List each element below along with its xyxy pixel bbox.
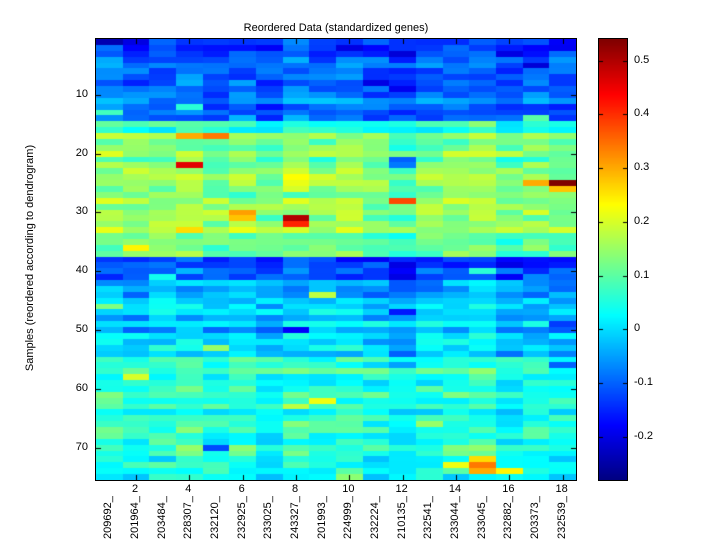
x-tick-label: 10 <box>342 483 355 495</box>
x-tick-label: 8 <box>291 483 299 495</box>
y-tick-label: 20 <box>75 146 88 159</box>
y-tick-label: 40 <box>75 264 88 277</box>
y-tick-label: 10 <box>75 87 88 100</box>
colorbar-tick-label: -0.2 <box>634 429 653 442</box>
gene-label: 209692_ <box>102 496 115 539</box>
y-axis-label: Samples (reordered according to dendrogr… <box>24 144 36 372</box>
gene-label: 243327_ <box>289 496 301 539</box>
x-tick-label: 6 <box>238 483 245 495</box>
chart-title: Reordered Data (standardized genes) <box>243 22 429 34</box>
x-tick-label: 4 <box>185 483 192 495</box>
colorbar-tick-label: -0.1 <box>634 376 653 389</box>
heatmap-canvas <box>95 38 577 481</box>
gene-label: 203484_ <box>155 496 168 539</box>
y-tick-label: 60 <box>75 381 88 394</box>
gene-label: 224999_ <box>342 496 355 539</box>
gene-label: 232882_ <box>502 496 515 539</box>
y-tick-label: 70 <box>75 440 88 453</box>
colorbar-tick-label: 0.2 <box>634 214 650 227</box>
colorbar-tick-label: 0.4 <box>634 107 650 120</box>
gene-label: 233025_ <box>262 496 275 539</box>
gene-label: 232120_ <box>209 496 221 539</box>
x-tick-label: 16 <box>502 483 515 495</box>
gene-label: 233044_ <box>449 496 461 539</box>
gene-label: 232925_ <box>235 496 248 539</box>
gene-label: 201964_ <box>129 496 141 539</box>
x-tick-label: 12 <box>395 483 408 495</box>
colorbar <box>598 38 628 481</box>
x-tick-label: 2 <box>131 483 139 495</box>
colorbar-tick-label: 0.1 <box>634 268 650 281</box>
colorbar-tick-label: 0.5 <box>634 53 650 66</box>
colorbar-tick-label: 0.3 <box>634 161 650 174</box>
y-tick-label: 30 <box>75 205 88 218</box>
y-tick-label: 50 <box>75 323 88 336</box>
gene-label: 232541_ <box>422 496 435 539</box>
gene-label: 201993_ <box>315 496 328 539</box>
gene-label: 203373_ <box>529 496 541 539</box>
gene-label: 210135_ <box>395 496 408 539</box>
x-tick-label: 14 <box>448 483 462 495</box>
gene-label: 228307_ <box>182 496 195 539</box>
x-tick-label: 18 <box>555 483 568 495</box>
gene-label: 233045_ <box>475 496 488 539</box>
colorbar-tick-label: 0 <box>634 322 641 335</box>
gene-label: 232224_ <box>369 496 381 539</box>
gene-label: 232539_ <box>555 496 568 539</box>
